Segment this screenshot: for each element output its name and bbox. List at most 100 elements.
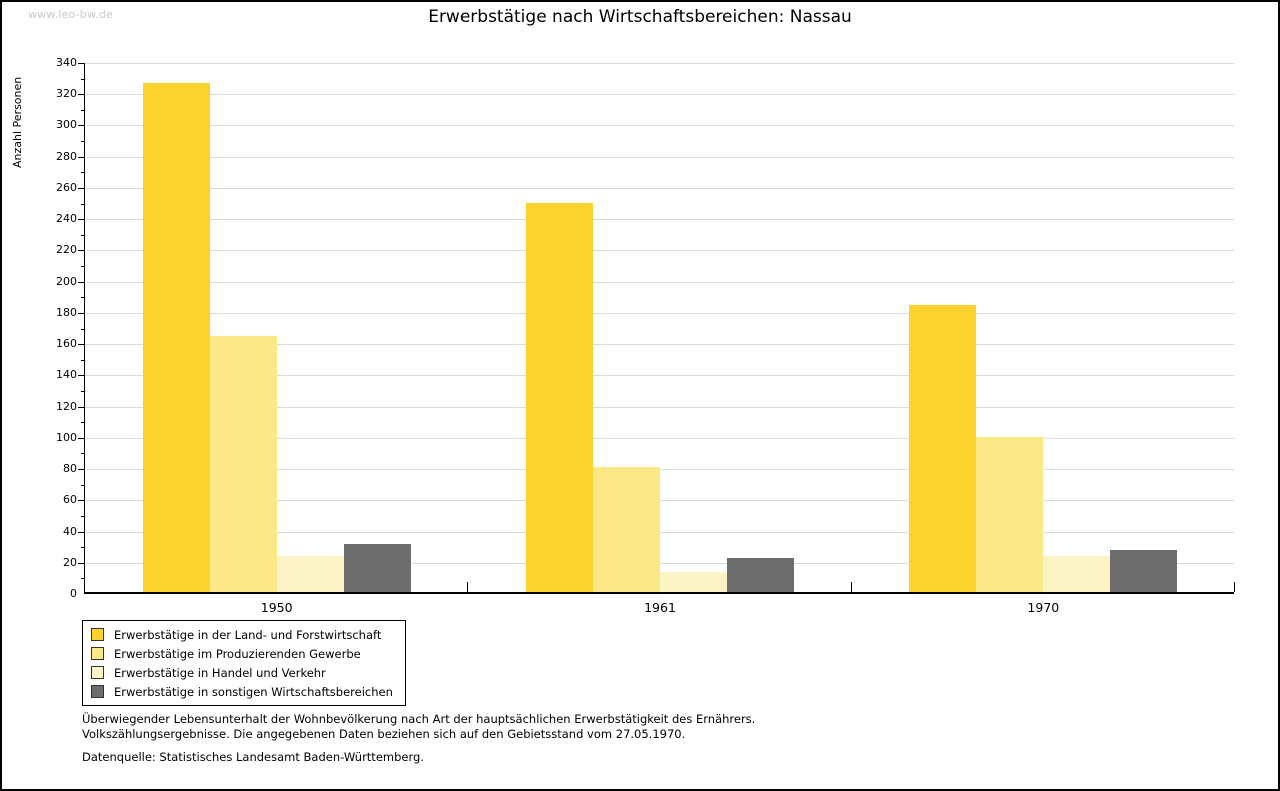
y-axis-tick-label: 180 [56, 305, 77, 319]
y-axis-tick [78, 125, 85, 127]
y-axis-tick-label: 200 [56, 274, 77, 288]
y-axis-tick [81, 422, 85, 424]
y-axis-tick-label: 160 [56, 337, 77, 351]
legend: Erwerbstätige in der Land- und Forstwirt… [82, 620, 406, 706]
bar-1950-series-1 [142, 82, 210, 592]
legend-swatch-icon [91, 685, 104, 698]
bar-1970-series-2 [976, 437, 1044, 592]
y-gridline [85, 281, 1234, 283]
bar-1950-series-2 [209, 335, 277, 592]
bar-1970-series-1 [909, 304, 977, 592]
y-axis-tick-label: 140 [56, 368, 77, 382]
y-gridline [85, 125, 1234, 127]
bar-1970-series-3 [1043, 556, 1111, 592]
y-axis-tick [81, 234, 85, 236]
y-axis-tick [78, 406, 85, 408]
legend-label: Erwerbstätige in sonstigen Wirtschaftsbe… [114, 684, 393, 699]
y-axis-tick-label: 240 [56, 212, 77, 226]
y-axis-tick [78, 312, 85, 314]
legend-item: Erwerbstätige im Produzierenden Gewerbe [91, 644, 393, 663]
y-axis-tick [78, 344, 85, 346]
y-gridline [85, 187, 1234, 189]
y-axis-tick [81, 359, 85, 361]
y-gridline [85, 375, 1234, 377]
y-axis-tick [81, 390, 85, 392]
y-axis-tick-label: 300 [56, 118, 77, 132]
bar-1950-series-4 [343, 543, 411, 592]
legend-swatch-icon [91, 628, 104, 641]
legend-item: Erwerbstätige in der Land- und Forstwirt… [91, 625, 393, 644]
y-axis-tick [78, 531, 85, 533]
y-gridline [85, 406, 1234, 408]
plot-area: 0 20 40 60 80 100 120 140 160 180 200 220 240 260 280 3… [56, 57, 1235, 615]
y-gridline [85, 437, 1234, 439]
y-axis-tick [81, 453, 85, 455]
footnotes: Überwiegender Lebensunterhalt der Wohnbe… [82, 712, 755, 765]
y-axis-tick [81, 266, 85, 268]
y-gridline [85, 312, 1234, 314]
y-axis-tick [78, 281, 85, 283]
source-note: Datenquelle: Statistisches Landesamt Bad… [82, 750, 424, 764]
bar-1961-series-1 [526, 203, 593, 592]
y-axis-tick [81, 547, 85, 549]
y-gridline [85, 219, 1234, 221]
legend-label: Erwerbstätige im Produzierenden Gewerbe [114, 646, 361, 661]
y-axis-tick [78, 94, 85, 96]
legend-label: Erwerbstätige in Handel und Verkehr [114, 665, 326, 680]
y-axis-tick [81, 203, 85, 205]
y-axis-tick-label: 340 [56, 56, 77, 69]
legend-item: Erwerbstätige in sonstigen Wirtschaftsbe… [91, 682, 393, 701]
x-axis-category-label: 1950 [260, 600, 293, 615]
footnote-line-2: Volkszählungsergebnisse. Die angegebenen… [82, 726, 686, 741]
y-gridline [85, 344, 1234, 346]
y-axis-tick [81, 109, 85, 111]
y-axis-tick [78, 156, 85, 158]
y-axis-tick [81, 328, 85, 330]
y-axis-tick-label: 220 [56, 243, 77, 257]
chart-title: Erwerbstätige nach Wirtschaftsbereichen:… [428, 7, 852, 27]
bar-1970-series-4 [1110, 549, 1178, 592]
y-axis-tick [78, 219, 85, 221]
y-axis-tick-label: 320 [56, 87, 77, 101]
y-axis-tick-label: 40 [63, 524, 77, 538]
y-axis-tick [78, 250, 85, 252]
y-axis-tick [81, 297, 85, 299]
legend-swatch-icon [91, 666, 104, 679]
y-axis-tick-label: 60 [63, 493, 77, 507]
y-axis-tick [81, 578, 85, 580]
y-axis-tick-label: 100 [56, 430, 77, 444]
watermark: www.leo-bw.de [28, 8, 114, 21]
y-axis-tick [81, 484, 85, 486]
x-axis-tick [467, 582, 469, 592]
x-axis-tick [1234, 582, 1235, 592]
y-axis-tick [78, 500, 85, 502]
y-axis-tick-label: 0 [70, 587, 77, 600]
bar-1950-series-3 [276, 556, 344, 592]
y-axis-tick [81, 515, 85, 517]
y-axis-tick-label: 120 [56, 399, 77, 413]
x-axis-tick [850, 582, 852, 592]
bar-1961-series-4 [727, 557, 794, 592]
y-gridline [85, 63, 1234, 64]
y-axis-tick-label: 80 [63, 462, 77, 476]
y-gridline [85, 94, 1234, 96]
y-gridline [85, 250, 1234, 252]
x-axis-category-label: 1961 [644, 600, 676, 615]
y-axis-tick [78, 187, 85, 189]
y-axis-tick [78, 562, 85, 564]
y-axis-tick [81, 78, 85, 80]
y-axis-tick-label: 260 [56, 180, 77, 194]
y-axis-tick [78, 437, 85, 439]
x-axis-category-label: 1970 [1027, 600, 1060, 615]
y-axis-tick-label: 20 [63, 555, 77, 569]
legend-label: Erwerbstätige in der Land- und Forstwirt… [114, 627, 382, 642]
y-axis-label: Anzahl Personen [11, 76, 24, 168]
bar-1961-series-2 [593, 467, 660, 592]
y-axis-tick [81, 141, 85, 143]
y-axis-tick [78, 375, 85, 377]
y-axis-tick [81, 172, 85, 174]
legend-item: Erwerbstätige in Handel und Verkehr [91, 663, 393, 682]
y-gridline [85, 156, 1234, 158]
legend-swatch-icon [91, 647, 104, 660]
